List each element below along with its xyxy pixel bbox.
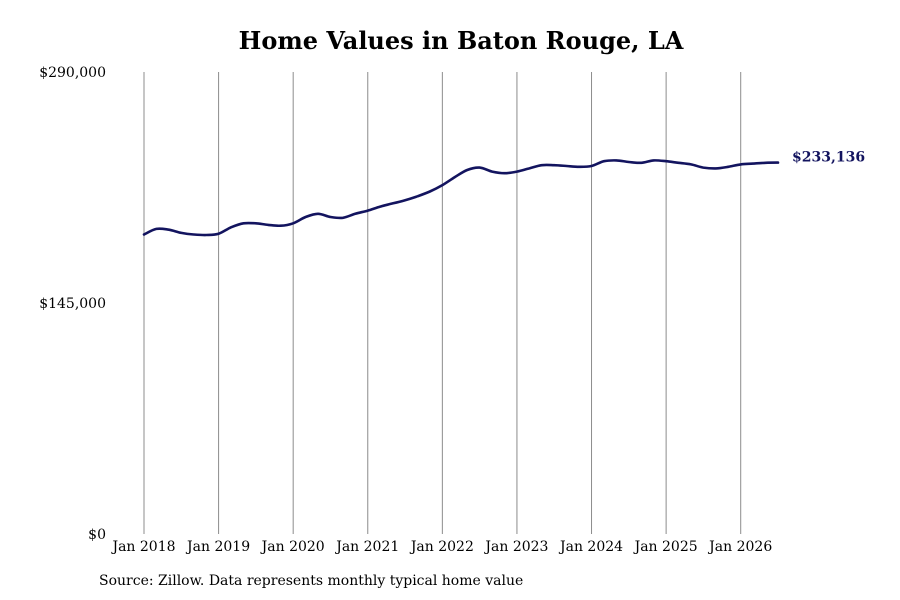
grid-lines: [143, 72, 742, 534]
x-tick-label: Jan 2020: [260, 539, 325, 555]
x-tick-label: Jan 2023: [483, 539, 548, 555]
x-tick-label: Jan 2022: [409, 539, 474, 555]
chart-title: Home Values in Baton Rouge, LA: [238, 26, 684, 55]
x-tick-label: Jan 2026: [707, 539, 772, 555]
y-tick-label: $0: [88, 527, 106, 543]
source-note: Source: Zillow. Data represents monthly …: [99, 573, 524, 589]
data-labels: $233,136: [792, 150, 865, 166]
x-tick-label: Jan 2018: [110, 539, 175, 555]
x-axis-tick-labels: Jan 2018 Jan 2019 Jan 2020 Jan 2021 Jan 2022…: [110, 539, 772, 555]
y-axis-tick-labels: $0 $145,000 $290,000: [39, 65, 106, 543]
y-tick-label: $145,000: [39, 296, 106, 312]
x-tick-label: Jan 2021: [334, 539, 399, 555]
end-value-label: $233,136: [792, 150, 865, 166]
home-value-line: [142, 159, 780, 237]
x-tick-label: Jan 2024: [558, 539, 623, 555]
y-tick-label: $290,000: [39, 65, 106, 81]
x-tick-label: Jan 2025: [633, 539, 698, 555]
x-tick-label: Jan 2019: [185, 539, 250, 555]
series-layer: [142, 159, 780, 237]
